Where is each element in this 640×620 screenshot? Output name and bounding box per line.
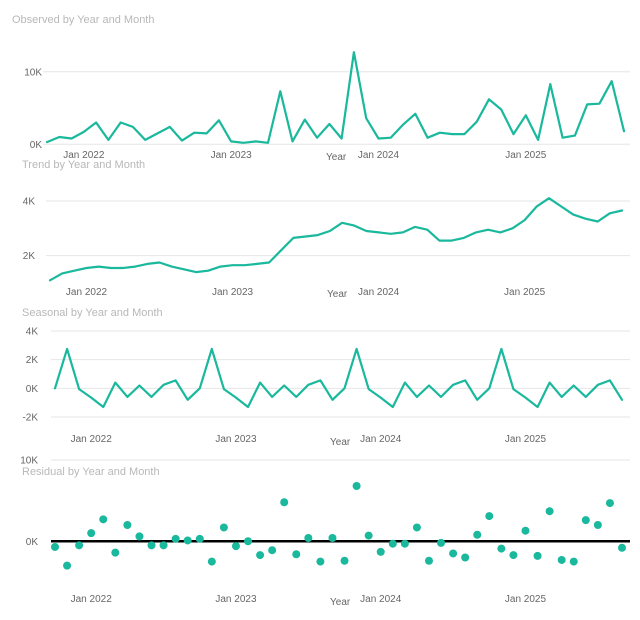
residual-point[interactable] [304, 534, 313, 542]
x-tick-label: Jan 2024 [358, 150, 400, 161]
observed-x-axis-label: Year [326, 152, 347, 163]
residual-point[interactable] [51, 542, 59, 551]
residual-point[interactable] [485, 512, 494, 521]
residual-point[interactable] [135, 532, 144, 541]
residual-point[interactable] [183, 536, 192, 545]
y-tick-label: 0K [30, 140, 43, 151]
residual-point[interactable] [231, 542, 240, 551]
x-tick-label: Jan 2022 [66, 287, 108, 298]
residual-point[interactable] [376, 547, 385, 556]
residual-point[interactable] [388, 539, 397, 548]
y-tick-label: 2K [26, 355, 39, 366]
trend-line-chart: 2K 4K Jan 2022 Jan 2023 Jan 2024 Jan 2025 [23, 196, 630, 298]
residual-chart-title: Residual by Year and Month [22, 466, 160, 478]
seasonal-chart-title: Seasonal by Year and Month [22, 307, 163, 319]
x-tick-label: Jan 2022 [71, 594, 113, 605]
residual-point[interactable] [352, 482, 361, 490]
observed-line-chart: 0K 10K Jan 2022 Jan 2023 Jan 2024 Jan 2025 [24, 51, 630, 161]
residual-point[interactable] [123, 521, 132, 529]
residual-point[interactable] [328, 534, 337, 542]
x-tick-label: Jan 2022 [63, 150, 105, 161]
seasonal-x-axis-label: Year [330, 437, 351, 448]
residual-point[interactable] [533, 551, 542, 560]
residual-point[interactable] [219, 523, 228, 532]
residual-point[interactable] [412, 523, 421, 532]
x-tick-label: Jan 2023 [215, 594, 257, 605]
x-tick-label: Jan 2022 [71, 434, 113, 445]
x-tick-label: Jan 2024 [360, 434, 402, 445]
residual-point[interactable] [99, 515, 108, 524]
residual-point[interactable] [497, 544, 506, 553]
residual-point[interactable] [521, 526, 530, 535]
residual-point[interactable] [545, 507, 554, 516]
residual-point[interactable] [449, 549, 458, 558]
y-tick-label: 4K [23, 196, 36, 207]
residual-point[interactable] [147, 541, 156, 550]
x-tick-label: Jan 2024 [360, 594, 402, 605]
residual-point[interactable] [340, 556, 349, 565]
residual-point[interactable] [569, 557, 578, 566]
residual-point[interactable] [400, 539, 409, 548]
residual-point[interactable] [424, 556, 433, 565]
residual-point[interactable] [268, 546, 277, 555]
y-tick-label: 4K [26, 327, 39, 338]
x-tick-label: Jan 2025 [505, 150, 547, 161]
residual-point[interactable] [461, 553, 470, 562]
trend-x-axis-label: Year [327, 289, 348, 300]
x-tick-label: Jan 2023 [212, 287, 254, 298]
observed-chart-title: Observed by Year and Month [12, 14, 155, 26]
series-line [53, 347, 624, 409]
y-tick-label: 2K [23, 251, 36, 262]
x-tick-label: Jan 2024 [358, 287, 400, 298]
series-line [45, 51, 626, 144]
residual-point[interactable] [593, 521, 602, 529]
residual-point[interactable] [280, 498, 289, 507]
series-line [48, 197, 624, 282]
residual-point[interactable] [256, 551, 265, 560]
residual-point[interactable] [195, 534, 204, 543]
residual-point[interactable] [364, 531, 373, 540]
residual-point[interactable] [605, 499, 614, 508]
residual-point[interactable] [618, 543, 626, 552]
residual-point[interactable] [509, 551, 518, 560]
y-tick-label: 10K [24, 67, 42, 78]
y-tick-label: 0K [26, 537, 39, 548]
x-tick-label: Jan 2025 [505, 434, 547, 445]
residual-point[interactable] [87, 529, 96, 538]
residual-point[interactable] [437, 538, 446, 547]
residual-point[interactable] [581, 516, 590, 525]
residual-point[interactable] [316, 557, 325, 566]
seasonal-line-chart: -2K 0K 2K 4K Jan 2022 Jan 2023 Jan 2024 Jan 202… [22, 327, 630, 445]
y-tick-label: 0K [26, 384, 39, 395]
residual-point[interactable] [207, 557, 216, 566]
x-tick-label: Jan 2025 [505, 594, 547, 605]
residual-point[interactable] [171, 534, 180, 543]
x-tick-label: Jan 2023 [215, 434, 257, 445]
residual-point[interactable] [159, 541, 168, 550]
x-tick-label: Jan 2023 [211, 150, 253, 161]
residual-point[interactable] [111, 548, 120, 557]
residual-point[interactable] [75, 541, 84, 550]
y-tick-label: -2K [22, 413, 38, 424]
residual-point[interactable] [557, 555, 566, 564]
residual-point[interactable] [473, 530, 482, 539]
residual-x-axis-label: Year [330, 597, 351, 608]
trend-chart-title: Trend by Year and Month [22, 159, 146, 171]
y-tick-label: 10K [20, 456, 38, 467]
residual-point[interactable] [244, 537, 253, 546]
residual-point[interactable] [63, 561, 72, 570]
x-tick-label: Jan 2025 [504, 287, 546, 298]
residual-point[interactable] [292, 550, 301, 559]
